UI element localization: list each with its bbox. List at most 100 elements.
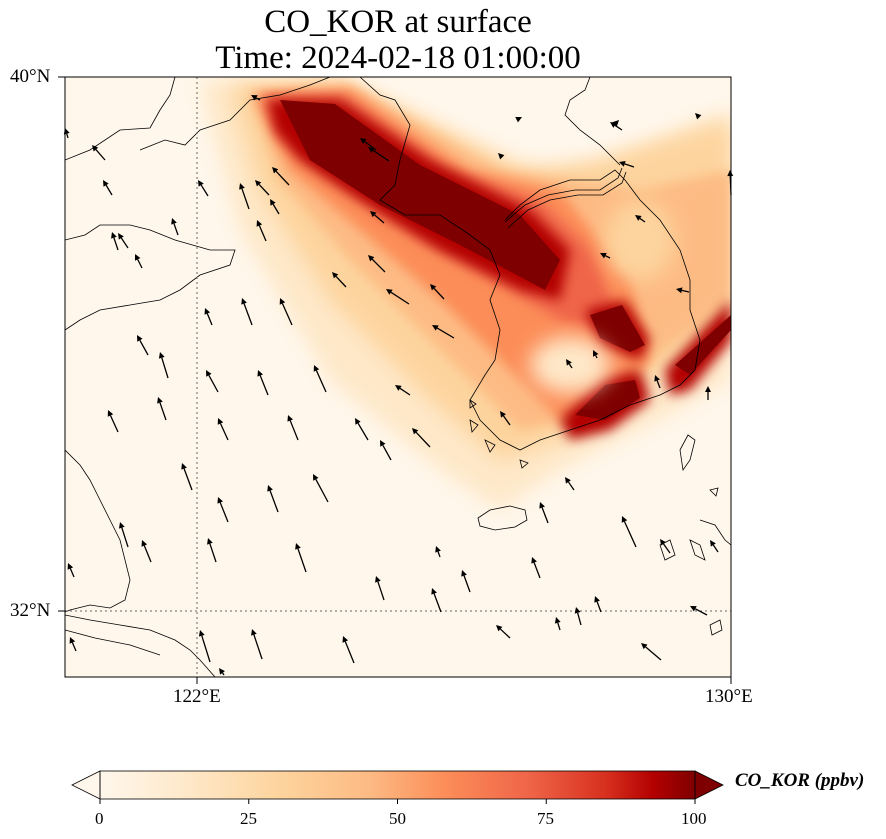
wind-arrow-shaft: [357, 422, 369, 441]
wind-arrow-shaft: [95, 149, 106, 161]
wind-arrow-shaft: [372, 149, 390, 162]
wind-arrow-shaft: [541, 507, 549, 524]
wind-arrow-shaft: [623, 521, 637, 548]
coastlines: [65, 77, 731, 677]
wind-arrow-shaft: [533, 562, 541, 579]
wind-arrow-head: [412, 428, 419, 435]
wind-arrow-shaft: [209, 543, 217, 563]
wind-arrow-shaft: [66, 133, 69, 139]
wind-arrow-shaft: [557, 622, 561, 631]
wind-arrow-head: [531, 557, 537, 564]
wind-arrow-head: [135, 254, 141, 261]
lat-tick-label: 32°N: [10, 600, 51, 621]
wind-arrow-head: [574, 607, 581, 614]
wind-arrow-head: [386, 289, 393, 295]
wind-arrow-shaft: [681, 289, 690, 293]
wind-arrow-shaft: [639, 217, 646, 223]
wind-arrow-head: [295, 543, 301, 550]
wind-arrow-shaft: [206, 313, 213, 326]
wind-arrow-shaft: [377, 581, 385, 601]
wind-arrow-head: [619, 161, 626, 167]
wind-arrow-head: [204, 308, 211, 315]
wind-arrow-head: [539, 502, 545, 509]
gridlines: [65, 77, 731, 677]
wind-arrow-shaft: [219, 502, 229, 523]
wind-arrow-shaft: [344, 641, 355, 664]
wind-arrow-head: [157, 397, 163, 404]
wind-arrow-head: [241, 298, 247, 305]
wind-arrow-head: [171, 218, 177, 225]
wind-arrow-head: [342, 636, 349, 643]
wind-arrow-head: [111, 232, 117, 239]
colorbar-tick-label: 0: [95, 809, 104, 828]
wind-arrow-head: [256, 220, 263, 227]
wind-arrow-head: [279, 298, 286, 305]
wind-arrow-shaft: [275, 170, 290, 186]
wind-arrow-shaft: [364, 141, 377, 151]
wind-arrow-shaft: [121, 527, 129, 548]
wind-arrow-shaft: [433, 287, 445, 300]
wind-arrow-head: [600, 253, 607, 259]
wind-arrow-head: [380, 440, 386, 447]
wind-arrow-head: [360, 138, 367, 144]
wind-arrow-head: [710, 540, 716, 547]
wind-arrow-shaft: [159, 402, 167, 421]
wind-arrow-head: [118, 522, 125, 529]
colorbar-extend-max: [694, 770, 724, 800]
wind-arrow-head: [676, 287, 683, 294]
wind-arrow-head: [370, 211, 377, 218]
wind-vectors: [63, 95, 734, 676]
wind-arrow-shaft: [297, 548, 307, 573]
wind-arrow-shaft: [436, 327, 455, 339]
wind-arrow-head: [92, 145, 99, 152]
wind-arrow-head: [432, 325, 439, 331]
concentration-field: [65, 77, 731, 677]
wind-arrow-head: [251, 629, 257, 636]
wind-arrow-head: [593, 350, 599, 357]
wind-arrow-shaft: [258, 225, 267, 242]
colorbar-tick-label: 75: [537, 809, 554, 828]
wind-arrow-head: [198, 630, 205, 637]
wind-arrow-shaft: [662, 543, 671, 554]
wind-arrow-shaft: [399, 387, 411, 396]
wind-arrow-head: [207, 538, 213, 545]
wind-arrow-head: [621, 516, 628, 523]
wind-arrow-shaft: [712, 544, 719, 553]
wind-arrow-head: [217, 418, 224, 425]
lon-tick-label: 122°E: [173, 686, 221, 707]
wind-arrow-head: [395, 385, 402, 391]
wind-arrow-head: [257, 370, 264, 377]
wind-arrow-head: [332, 272, 339, 279]
colorbar-tick-label: 100: [681, 809, 707, 828]
wind-arrow-shaft: [161, 357, 169, 379]
wind-arrow-head: [690, 606, 697, 612]
wind-arrow-head: [239, 183, 245, 190]
wind-arrow-head: [217, 497, 224, 504]
wind-arrow-head: [107, 410, 114, 417]
wind-arrow-shaft: [219, 423, 229, 441]
wind-arrow-shaft: [390, 291, 410, 305]
wind-arrow-shaft: [567, 481, 575, 491]
wind-arrow-shaft: [137, 259, 143, 269]
wind-arrow-shaft: [374, 214, 385, 224]
wind-arrow-shaft: [502, 415, 511, 426]
colorbar-gradient: [100, 771, 695, 799]
colorbar-label: CO_KOR (ppbv): [735, 770, 865, 791]
wind-arrow-shaft: [200, 184, 209, 197]
wind-arrow-shaft: [201, 635, 211, 663]
wind-arrow-shaft: [241, 188, 250, 210]
wind-arrow-head: [565, 477, 571, 484]
wind-arrow-shaft: [315, 478, 329, 503]
wind-arrow-shaft: [645, 646, 662, 661]
colorbar-extend-min: [71, 770, 101, 800]
wind-arrow-head: [67, 563, 74, 570]
wind-arrow-shaft: [382, 444, 392, 461]
wind-arrow-head: [255, 180, 262, 187]
wind-arrow-shaft: [463, 575, 471, 593]
wind-arrow-head: [272, 167, 279, 174]
wind-arrow-head: [313, 474, 319, 481]
wind-arrow-shaft: [69, 568, 75, 578]
wind-arrow-head: [103, 180, 109, 187]
wind-arrow-shaft: [289, 420, 299, 441]
wind-arrow-head: [251, 95, 258, 101]
